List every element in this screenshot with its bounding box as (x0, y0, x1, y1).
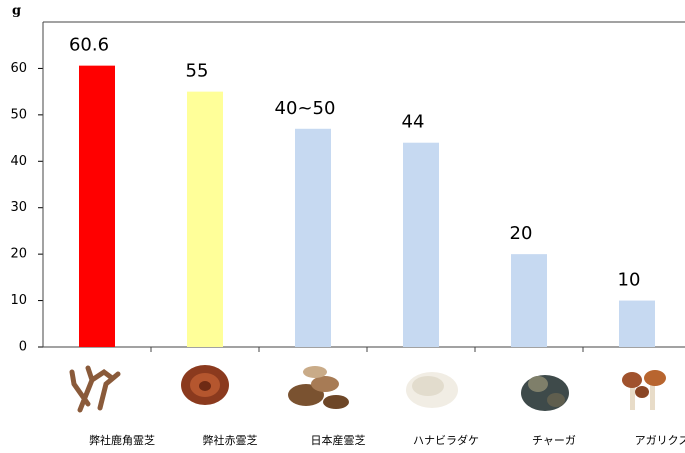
value-label: 20 (510, 223, 533, 244)
y-tick-label: 0 (19, 340, 27, 355)
value-label: 10 (618, 270, 641, 291)
y-tick-label: 10 (10, 293, 27, 308)
bar (295, 128, 331, 347)
x-tick-label: アガリクス (635, 434, 685, 447)
x-tick-label: ハナビラダケ (413, 433, 479, 447)
image-1 (69, 365, 121, 413)
x-tick-label: 弊社赤霊芝 (203, 433, 258, 447)
y-tick-label: 40 (10, 154, 27, 169)
x-tick-label: チャーガ (532, 434, 576, 447)
y-tick-label: 50 (10, 107, 27, 122)
bar (619, 300, 655, 347)
bar (187, 91, 223, 348)
image-2 (181, 365, 229, 405)
x-tick-label: 日本産霊芝 (311, 433, 366, 447)
value-label: 60.6 (69, 35, 109, 56)
bar (511, 254, 547, 347)
image-4 (406, 372, 458, 408)
value-label: 44 (402, 112, 425, 133)
image-5 (521, 375, 569, 411)
value-label: 55 (186, 61, 209, 82)
image-3 (288, 366, 349, 409)
bar (79, 65, 115, 348)
image-6 (622, 370, 666, 410)
y-tick-label: 20 (10, 247, 27, 262)
value-label: 40~50 (275, 98, 336, 119)
y-tick-label: 30 (10, 200, 27, 215)
bar (403, 142, 439, 347)
product-images (69, 365, 666, 413)
x-tick-label: 弊社鹿角霊芝 (89, 433, 155, 447)
y-tick-label: 60 (10, 61, 27, 76)
y-axis-unit: g (12, 4, 21, 19)
